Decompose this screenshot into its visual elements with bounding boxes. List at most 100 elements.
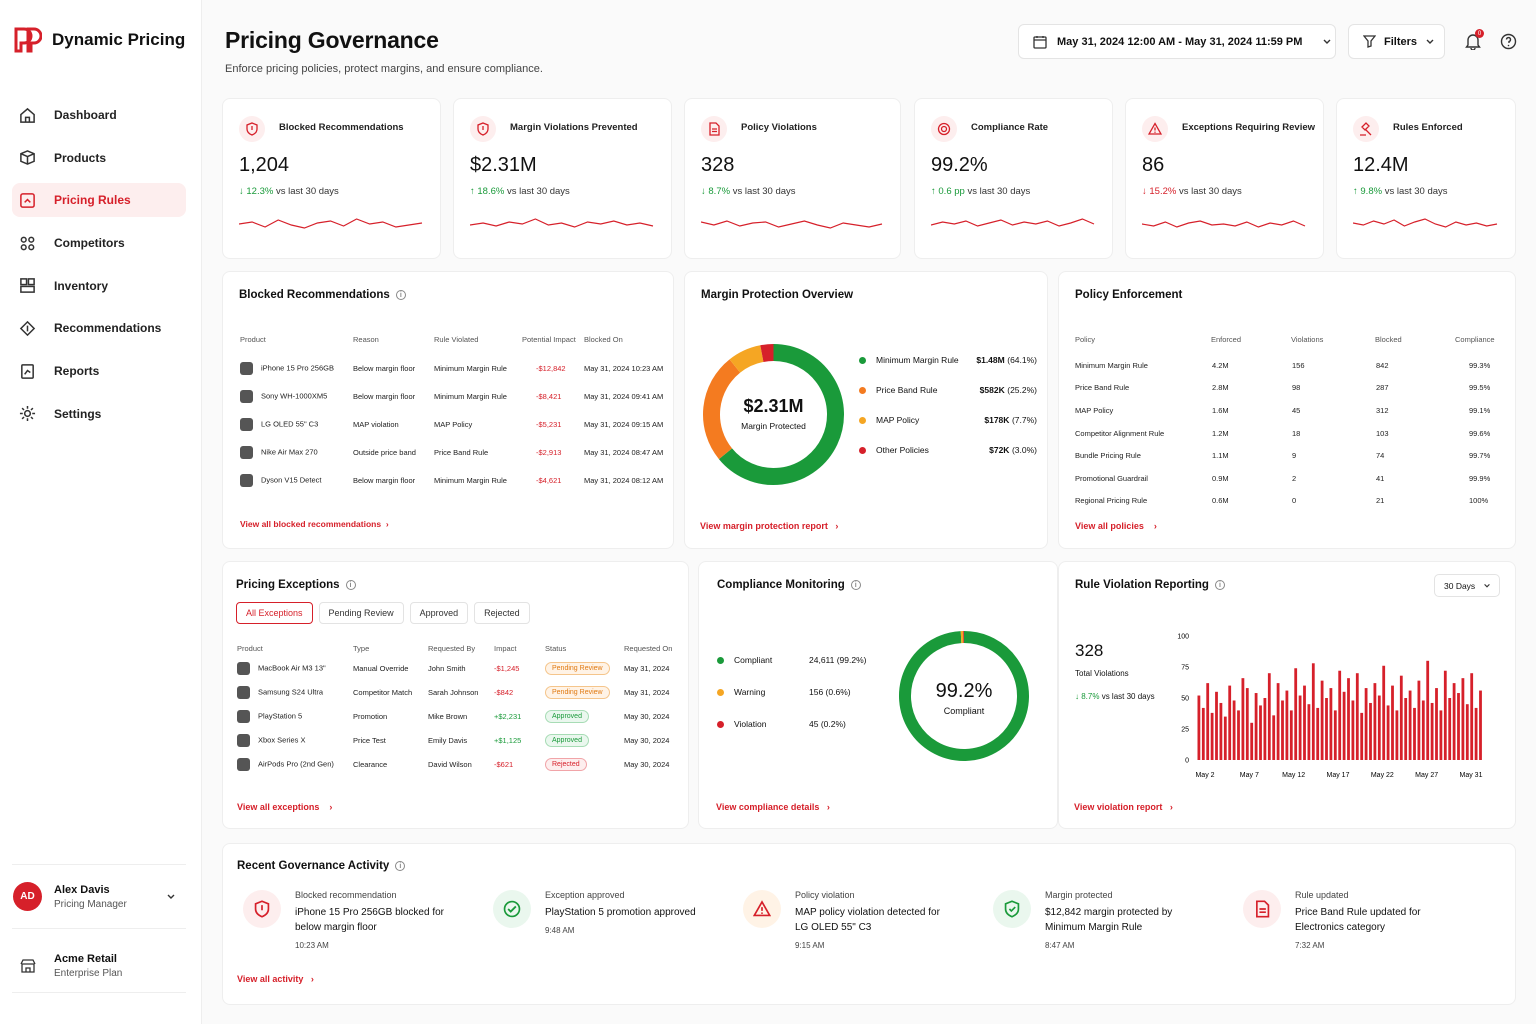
bar[interactable] [1430,702,1434,760]
view-violation-report-link[interactable]: View violation report › [1074,802,1173,812]
bar[interactable] [1369,702,1372,760]
bar[interactable] [1228,685,1232,760]
sidebar-item-products[interactable]: Products [12,141,186,175]
info-icon[interactable]: i [395,861,406,871]
table-row[interactable]: Sony WH-1000XM5 Below margin floor Minimu… [240,382,665,410]
bar[interactable] [1382,665,1386,760]
bar[interactable] [1197,695,1201,760]
bar[interactable] [1272,715,1276,760]
bar[interactable] [1206,683,1210,760]
bar[interactable] [1263,698,1267,760]
sidebar-item-competitors[interactable]: Competitors [12,226,186,260]
bar[interactable] [1307,704,1311,760]
table-row[interactable]: Samsung S24 Ultra Competitor Match Sarah … [237,680,677,704]
bar[interactable] [1215,691,1218,760]
sidebar-item-reports[interactable]: Reports [12,354,186,388]
bar[interactable] [1386,705,1390,760]
brand[interactable]: Dynamic Pricing [14,26,185,54]
bar[interactable] [1311,663,1315,760]
donut-slice[interactable] [760,344,774,362]
activity-item[interactable]: Rule updated Price Band Rule updated for… [1243,890,1493,950]
info-icon[interactable]: i [345,580,356,590]
bar[interactable] [1439,710,1443,760]
bar[interactable] [1435,688,1438,760]
table-row[interactable]: Xbox Series X Price Test Emily Davis +$1,… [237,729,677,753]
kpi-card[interactable]: Blocked Recommendations 1,204 ↓ 12.3% vs… [222,98,441,259]
bar[interactable] [1303,685,1306,760]
table-row[interactable]: MacBook Air M3 13" Manual Override John S… [237,656,677,680]
bar[interactable] [1465,704,1469,760]
bar[interactable] [1417,680,1421,760]
bar[interactable] [1373,683,1377,760]
bar[interactable] [1399,675,1403,760]
bar[interactable] [1267,673,1271,760]
bar[interactable] [1237,710,1240,760]
kpi-card[interactable]: Rules Enforced 12.4M ↑ 9.8% vs last 30 d… [1336,98,1516,259]
bar[interactable] [1245,688,1249,760]
bar[interactable] [1355,673,1359,760]
kpi-card[interactable]: Exceptions Requiring Review 86 ↓ 15.2% v… [1125,98,1324,259]
sidebar-item-dashboard[interactable]: Dashboard [12,98,186,132]
bar[interactable] [1457,693,1460,760]
info-icon[interactable]: i [850,580,861,590]
table-row[interactable]: Regional Pricing Rule 0.6M 0 21 100% [1075,496,1489,506]
bar[interactable] [1325,698,1328,760]
bar[interactable] [1329,688,1333,760]
kpi-card[interactable]: Policy Violations 328 ↓ 8.7% vs last 30 … [684,98,901,259]
table-row[interactable]: Bundle Pricing Rule 1.1M 9 74 99.7% [1075,451,1491,461]
date-range-picker[interactable]: May 31, 2024 12:00 AM - May 31, 2024 11:… [1018,24,1336,59]
view-all-exceptions-link[interactable]: View all exceptions › [237,802,333,812]
sidebar-item-recommendations[interactable]: Recommendations [12,311,186,345]
table-row[interactable]: AirPods Pro (2nd Gen) Clearance David Wil… [237,753,677,777]
bar[interactable] [1470,673,1474,760]
donut-slice[interactable] [899,631,1029,761]
bar[interactable] [1281,700,1284,760]
bar[interactable] [1421,700,1425,760]
bar[interactable] [1448,698,1452,760]
notifications-button[interactable]: 0 [1464,29,1484,55]
table-row[interactable]: LG OLED 55" C3 MAP violation MAP Policy -… [240,410,665,438]
activity-item[interactable]: Policy violation MAP policy violation de… [743,890,993,950]
activity-item[interactable]: Margin protected $12,842 margin protecte… [993,890,1243,950]
kpi-card[interactable]: Margin Violations Prevented $2.31M ↑ 18.… [453,98,672,259]
bar[interactable] [1452,683,1456,760]
bar[interactable] [1241,678,1245,760]
bar[interactable] [1479,690,1482,760]
tab-approved[interactable]: Approved [409,602,469,624]
bar[interactable] [1351,700,1355,760]
info-icon[interactable]: i [395,290,406,300]
bar[interactable] [1298,695,1302,760]
tab-rejected[interactable]: Rejected [474,602,530,624]
range-select[interactable]: 30 Days [1434,574,1500,597]
table-row[interactable]: Dyson V15 Detect Below margin floor Minim… [240,466,665,494]
table-row[interactable]: iPhone 15 Pro 256GB Below margin floor Mi… [240,354,665,382]
bar[interactable] [1276,683,1280,760]
bar[interactable] [1210,712,1214,760]
donut-slice[interactable] [718,344,844,485]
bar[interactable] [1474,707,1478,760]
bar[interactable] [1347,678,1350,760]
sidebar-item-pricing-rules[interactable]: Pricing Rules [12,183,186,218]
bar[interactable] [1413,707,1416,760]
bar[interactable] [1377,695,1381,760]
view-compliance-details-link[interactable]: View compliance details › [716,802,830,812]
bar[interactable] [1201,707,1205,760]
table-row[interactable]: Competitor Alignment Rule 1.2M 18 103 99.6% [1075,428,1491,438]
donut-slice[interactable] [703,359,741,460]
bar[interactable] [1223,716,1227,760]
view-all-blocked-link[interactable]: View all blocked recommendations › [240,519,389,529]
bar[interactable] [1461,678,1465,760]
bar[interactable] [1294,668,1298,760]
user-menu[interactable]: AD Alex Davis Pricing Manager [12,864,186,929]
bar[interactable] [1232,700,1236,760]
bar[interactable] [1219,702,1223,760]
bar[interactable] [1395,710,1399,760]
view-margin-report-link[interactable]: View margin protection report › [700,521,839,531]
bar[interactable] [1254,693,1258,760]
bar[interactable] [1443,670,1447,760]
bar[interactable] [1360,712,1364,760]
tab-all-exceptions[interactable]: All Exceptions [236,602,313,624]
activity-item[interactable]: Blocked recommendation iPhone 15 Pro 256… [243,890,493,950]
bar[interactable] [1259,705,1262,760]
sidebar-item-settings[interactable]: Settings [12,397,186,431]
